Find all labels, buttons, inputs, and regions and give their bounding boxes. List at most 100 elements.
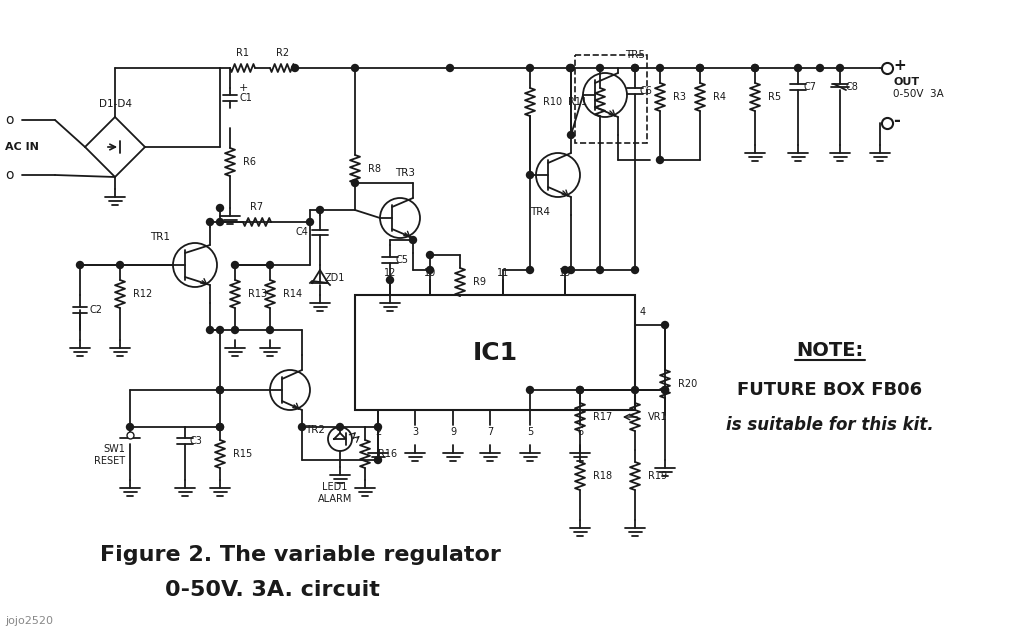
Text: C3: C3 [190,436,203,446]
Circle shape [566,65,573,72]
Circle shape [207,327,213,334]
Text: jojo2520: jojo2520 [5,616,53,626]
Text: 4: 4 [640,307,646,317]
Text: SW1
RESET: SW1 RESET [94,444,125,466]
Text: 11: 11 [497,268,509,278]
Text: 2: 2 [375,427,381,437]
Bar [355,295,635,410]
Text: TR5: TR5 [625,50,645,60]
Bar [575,55,647,143]
Text: 13: 13 [559,268,571,278]
Text: is suitable for this kit.: is suitable for this kit. [726,416,934,434]
Text: TR2: TR2 [305,425,325,435]
Circle shape [427,251,433,258]
Text: R13: R13 [248,289,267,299]
Circle shape [231,327,239,334]
Circle shape [526,266,534,273]
Text: R9: R9 [473,277,486,287]
Circle shape [231,261,239,268]
Circle shape [127,423,133,430]
Circle shape [567,132,574,139]
Circle shape [567,65,574,72]
Circle shape [526,172,534,179]
Text: R1: R1 [236,48,249,58]
Circle shape [316,206,324,213]
Text: R17: R17 [593,412,612,422]
Text: +: + [239,83,249,93]
Text: R3: R3 [673,92,686,102]
Text: R7: R7 [251,202,263,212]
Text: Figure 2. The variable regulator: Figure 2. The variable regulator [100,545,501,565]
Circle shape [656,65,664,72]
Circle shape [386,277,393,284]
Text: C6: C6 [640,86,653,96]
Circle shape [837,65,844,72]
Circle shape [662,387,669,394]
Text: 9: 9 [450,427,456,437]
Circle shape [526,387,534,394]
Circle shape [795,65,802,72]
Text: 7: 7 [486,427,494,437]
Text: R16: R16 [378,449,397,459]
Text: TR3: TR3 [395,168,415,178]
Circle shape [351,180,358,187]
Circle shape [299,423,305,430]
Text: AC IN: AC IN [5,142,39,152]
Text: 6: 6 [577,427,583,437]
Text: o: o [6,113,14,127]
Text: OUT: OUT [893,77,920,87]
Text: R4: R4 [713,92,726,102]
Text: LED1
ALARM: LED1 ALARM [317,482,352,504]
Text: o: o [6,168,14,182]
Text: R15: R15 [233,449,252,459]
Circle shape [632,65,639,72]
Circle shape [816,65,823,72]
Circle shape [561,266,568,273]
Text: R5: R5 [768,92,781,102]
Text: R11: R11 [568,97,587,107]
Text: C8: C8 [845,82,858,92]
Text: C2: C2 [90,305,103,315]
Circle shape [375,423,382,430]
Text: R19: R19 [648,471,667,481]
Circle shape [216,204,223,211]
Text: R20: R20 [678,379,697,389]
Circle shape [662,387,669,394]
Text: R14: R14 [283,289,302,299]
Text: TR1: TR1 [150,232,170,242]
Circle shape [306,218,313,225]
Circle shape [216,387,223,394]
Circle shape [752,65,759,72]
Circle shape [266,261,273,268]
Text: R2: R2 [275,48,289,58]
Circle shape [216,423,223,430]
Text: C1: C1 [240,93,253,103]
Circle shape [662,322,669,329]
Circle shape [446,65,454,72]
Text: C7: C7 [803,82,816,92]
Circle shape [577,387,584,394]
Text: R8: R8 [368,164,381,174]
Text: D1-D4: D1-D4 [98,99,131,109]
Text: -: - [893,112,900,130]
Circle shape [597,65,603,72]
Text: TR4: TR4 [530,207,550,217]
Text: IC1: IC1 [472,341,517,365]
Circle shape [656,156,664,163]
Circle shape [696,65,703,72]
Text: 0-50V  3A: 0-50V 3A [893,89,944,99]
Text: 12: 12 [384,268,396,278]
Circle shape [375,456,382,463]
Circle shape [632,266,639,273]
Text: C4: C4 [295,227,308,237]
Circle shape [216,423,223,430]
Circle shape [577,387,584,394]
Circle shape [632,65,639,72]
Circle shape [117,261,124,268]
Text: NOTE:: NOTE: [797,341,863,360]
Circle shape [632,387,639,394]
Text: ZD1: ZD1 [325,273,345,283]
Text: R18: R18 [593,471,612,481]
Text: R12: R12 [133,289,153,299]
Text: 5: 5 [527,427,534,437]
